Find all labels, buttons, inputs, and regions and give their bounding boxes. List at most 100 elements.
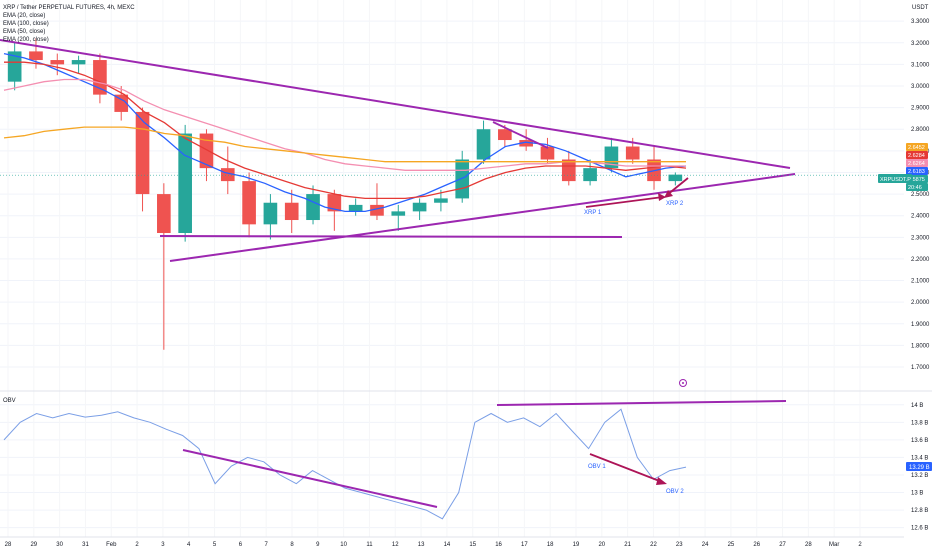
symbol-badge[interactable] bbox=[878, 174, 912, 183]
candle-body[interactable] bbox=[370, 204, 384, 216]
candle-body[interactable] bbox=[412, 202, 427, 212]
candle-body[interactable] bbox=[199, 133, 214, 169]
price-support-line[interactable] bbox=[159, 235, 623, 238]
legend-ema100[interactable]: EMA (100, close) bbox=[3, 21, 49, 27]
legend-ema20[interactable]: EMA (20, close) bbox=[3, 13, 45, 19]
xrp2-label: XRP 2 bbox=[666, 201, 684, 207]
legend-ema200[interactable]: EMA (200, close) bbox=[3, 37, 49, 43]
obv-tick-label: 13.4 B bbox=[911, 455, 928, 461]
legend-ema50[interactable]: EMA (50, close) bbox=[3, 29, 45, 35]
time-tick-label: 24 bbox=[702, 542, 709, 548]
price-short-downtrend-line[interactable] bbox=[492, 121, 549, 149]
currency-event-icon[interactable] bbox=[679, 379, 687, 387]
candle-body[interactable] bbox=[348, 204, 363, 212]
price-lower-trendline[interactable] bbox=[169, 173, 796, 262]
price-tick-label: 2.5000 bbox=[911, 192, 930, 198]
candle-body[interactable] bbox=[476, 129, 491, 160]
price-tick-label: 2.4000 bbox=[911, 214, 930, 220]
candle-body[interactable] bbox=[242, 181, 256, 225]
candle-body[interactable] bbox=[135, 111, 150, 195]
time-tick-label: 4 bbox=[187, 542, 191, 548]
price-tick-label: 1.7000 bbox=[911, 365, 930, 371]
candle-body[interactable] bbox=[306, 194, 320, 221]
candle-body[interactable] bbox=[434, 198, 448, 203]
obv-tick-label: 13 B bbox=[911, 491, 923, 497]
obv-title[interactable]: OBV bbox=[3, 398, 16, 404]
price-badge bbox=[906, 167, 928, 175]
obv-tick-label: 12.6 B bbox=[911, 526, 928, 532]
time-tick-label: 12 bbox=[392, 542, 399, 548]
time-axis[interactable]: 28 29 30 31 Feb 2 3 4 5 6 7 8 9 10 11 12 13 14 15 16 17 18 19 2… bbox=[5, 542, 863, 548]
candle-body[interactable] bbox=[178, 133, 192, 233]
candle-body[interactable] bbox=[561, 159, 576, 182]
candle-body[interactable] bbox=[29, 51, 43, 61]
currency-label: USDT bbox=[912, 5, 929, 11]
time-tick-label: 10 bbox=[340, 542, 347, 548]
obv-line bbox=[3, 408, 687, 520]
time-tick-label: 2 bbox=[135, 542, 139, 548]
candle-body[interactable] bbox=[455, 159, 470, 199]
time-tick-label: 6 bbox=[239, 542, 243, 548]
time-tick-label: 9 bbox=[316, 542, 320, 548]
price-pane[interactable]: XRP 1 XRP 2 bbox=[0, 38, 796, 387]
time-tick-label: 14 bbox=[444, 542, 451, 548]
candle-body[interactable] bbox=[71, 60, 86, 65]
price-tick-label: 3.3000 bbox=[911, 19, 930, 25]
time-tick-label: 25 bbox=[728, 542, 735, 548]
candle-body[interactable] bbox=[668, 174, 683, 182]
candle-body[interactable] bbox=[498, 129, 512, 141]
time-tick-label: 18 bbox=[547, 542, 554, 548]
time-tick-label: 27 bbox=[779, 542, 786, 548]
price-tick-label: 2.9000 bbox=[911, 106, 930, 112]
xrp2-arrow-head bbox=[664, 190, 673, 198]
price-tick-label: 1.9000 bbox=[911, 322, 930, 328]
price-axis[interactable]: USDT 3.3000 3.2000 3.1000 3.0000 2.9000 2.800… bbox=[0, 5, 930, 371]
ema-layer bbox=[3, 52, 687, 213]
price-badge bbox=[906, 151, 928, 159]
symbol-badge-label: XRPUSDT.P bbox=[880, 177, 911, 183]
candle-body[interactable] bbox=[327, 194, 342, 212]
price-badge-label: 2.6264 bbox=[908, 161, 925, 167]
symbol-title[interactable]: XRP / Tether PERPETUAL FUTURES, 4h, MEXC bbox=[3, 5, 135, 11]
obv-resistance-line[interactable] bbox=[496, 400, 787, 406]
obv-downtrend-line[interactable] bbox=[182, 449, 438, 508]
obv-pane[interactable]: OBV OBV 1 OBV 2 14 B 13.8 B 13.6 B 13.4 B 13… bbox=[3, 398, 932, 532]
candle-body[interactable] bbox=[519, 140, 533, 147]
price-upper-trendline[interactable] bbox=[0, 39, 791, 169]
time-tick-label: 28 bbox=[5, 542, 12, 548]
price-badge-label: 2.6183 bbox=[908, 169, 925, 175]
obv-last-value-badge[interactable] bbox=[906, 462, 932, 471]
obv-tick-label: 13.6 B bbox=[911, 438, 928, 444]
candle-body[interactable] bbox=[93, 60, 107, 95]
candle-body[interactable] bbox=[157, 194, 171, 233]
price-badge-label: 2.5875 bbox=[908, 177, 925, 183]
ema20-line bbox=[3, 52, 687, 213]
price-tick-label: 3.0000 bbox=[911, 84, 930, 90]
candle-body[interactable] bbox=[583, 168, 597, 182]
candle-body[interactable] bbox=[114, 94, 129, 112]
candle-body[interactable] bbox=[391, 211, 406, 216]
time-tick-label: 28 bbox=[805, 542, 812, 548]
time-tick-label: 30 bbox=[56, 542, 63, 548]
obv-tick-label: 13.2 B bbox=[911, 473, 928, 479]
time-tick-label: 7 bbox=[265, 542, 269, 548]
obv2-label: OBV 2 bbox=[666, 489, 684, 495]
candle-body[interactable] bbox=[220, 168, 235, 182]
legend: XRP / Tether PERPETUAL FUTURES, 4h, MEXC… bbox=[3, 5, 135, 43]
obv-arrow[interactable] bbox=[589, 453, 663, 483]
time-tick-label: 20 bbox=[598, 542, 605, 548]
candle-body[interactable] bbox=[7, 51, 22, 82]
candle-body[interactable] bbox=[625, 146, 640, 160]
obv-arrow-head bbox=[656, 477, 667, 485]
candle-body[interactable] bbox=[284, 202, 299, 221]
candle-body[interactable] bbox=[604, 146, 619, 169]
candle-body[interactable] bbox=[263, 202, 278, 225]
candle-body[interactable] bbox=[50, 60, 65, 65]
obv-tick-label: 13.8 B bbox=[911, 420, 928, 426]
xrp2-arrow[interactable] bbox=[666, 177, 689, 196]
price-tick-label: 3.1000 bbox=[911, 62, 930, 68]
xrp1-arrow[interactable] bbox=[585, 196, 664, 208]
candle-body[interactable] bbox=[540, 146, 555, 160]
